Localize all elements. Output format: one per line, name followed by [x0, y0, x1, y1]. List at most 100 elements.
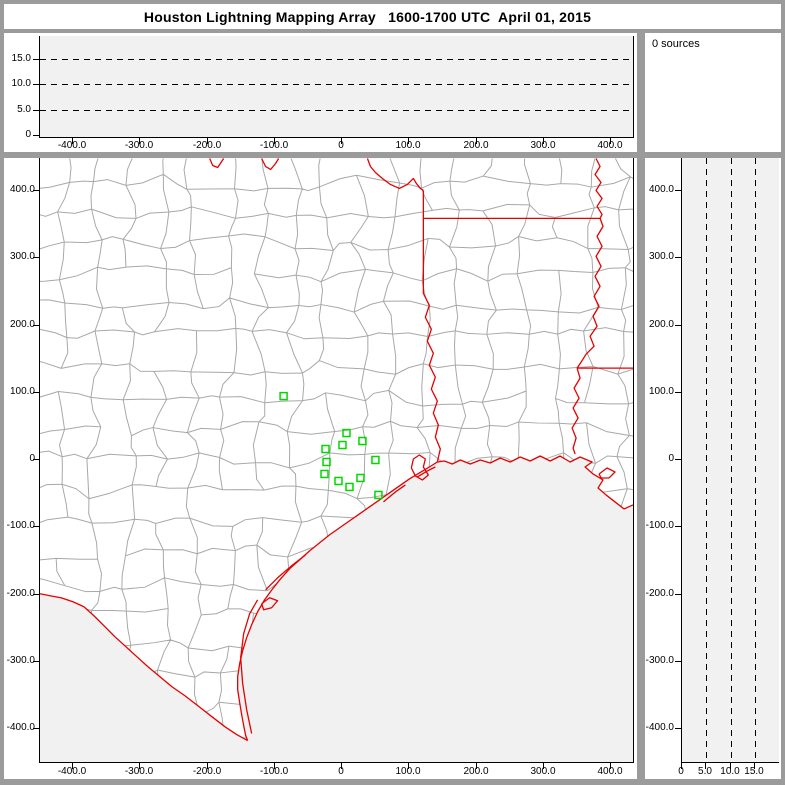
ew-tick — [341, 138, 342, 144]
alt-tick-label: 0 — [25, 129, 31, 140]
ns-tick — [33, 392, 39, 393]
ew-tick-label: -200.0 — [192, 140, 222, 151]
alt-tick-label: 10.0 — [11, 78, 31, 89]
ew-tick-label: 400.0 — [597, 766, 623, 777]
ns-tick — [33, 257, 39, 258]
ns-tick — [675, 526, 681, 527]
ew-tick — [543, 138, 544, 144]
ew-tick — [341, 763, 342, 769]
altitude-ns-panel: 400.0 300.0 200.0 100.0 0 -100.0 -200.0 … — [645, 158, 781, 779]
ew-tick-label: 200.0 — [463, 140, 489, 151]
ns-tick-label: 400.0 — [648, 184, 674, 195]
ns-tick-label: -300.0 — [6, 655, 35, 666]
page-title: Houston Lightning Mapping Array 1600-170… — [143, 8, 592, 25]
alt-tick — [33, 135, 39, 136]
ew-tick-label: 0 — [338, 140, 344, 151]
ns-tick-label: -200.0 — [6, 588, 35, 599]
alt-gridline-15km — [755, 158, 756, 762]
altitude-ew-panel: 15.0 10.0 5.0 0 -400.0 -300.0 -200.0 -10… — [4, 33, 637, 152]
lma-station-marker — [371, 455, 380, 465]
ns-tick — [675, 392, 681, 393]
ew-tick-label: 100.0 — [395, 140, 421, 151]
altitude-ns-plot[interactable] — [681, 158, 779, 763]
ew-tick — [408, 138, 409, 144]
ew-tick-label: -400.0 — [57, 140, 87, 151]
alt-tick — [33, 59, 39, 60]
ns-tick-label: -300.0 — [645, 655, 674, 666]
ew-tick — [72, 138, 73, 144]
lma-station-marker — [356, 473, 365, 483]
ew-tick — [207, 763, 208, 769]
ns-tick-label: -200.0 — [645, 588, 674, 599]
ns-tick — [33, 661, 39, 662]
alt-tick-label: 10.0 — [720, 766, 740, 777]
ew-tick — [408, 763, 409, 769]
alt-gridline-5km — [40, 110, 633, 111]
ns-tick-label: -100.0 — [6, 520, 35, 531]
ns-tick-label: 100.0 — [648, 386, 674, 397]
ns-tick-label: 200.0 — [648, 319, 674, 330]
alt-gridline-15km — [40, 59, 633, 60]
ns-tick — [675, 325, 681, 326]
ew-tick — [139, 763, 140, 769]
map-canvas — [40, 158, 633, 742]
map-plot[interactable] — [39, 158, 634, 763]
sources-panel: 0 sources — [645, 33, 781, 152]
title-bar: Houston Lightning Mapping Array 1600-170… — [4, 4, 781, 29]
ns-tick-label: 0 — [668, 453, 674, 464]
lma-station-marker — [338, 440, 347, 450]
ew-tick-label: 300.0 — [530, 766, 556, 777]
ew-tick-label: -200.0 — [192, 766, 222, 777]
ew-tick-label: 400.0 — [597, 140, 623, 151]
ns-tick — [33, 526, 39, 527]
ew-tick — [274, 138, 275, 144]
lma-station-marker — [358, 436, 367, 446]
ns-tick — [675, 594, 681, 595]
ns-tick — [33, 459, 39, 460]
ns-tick-label: 200.0 — [9, 319, 35, 330]
ew-tick — [610, 763, 611, 769]
ew-tick — [543, 763, 544, 769]
ns-tick — [675, 190, 681, 191]
alt-tick-label: 15.0 — [11, 53, 31, 64]
lma-station-marker — [320, 469, 329, 479]
alt-tick-label: 15.0 — [744, 766, 764, 777]
alt-gridline-10km — [40, 84, 633, 85]
ew-tick — [207, 138, 208, 144]
map-panel: 400.0 300.0 200.0 100.0 0 -100.0 -200.0 … — [4, 158, 637, 779]
alt-tick — [681, 763, 682, 769]
ns-tick-label: 300.0 — [9, 251, 35, 262]
ns-tick — [33, 728, 39, 729]
ns-tick — [675, 661, 681, 662]
ew-tick — [274, 763, 275, 769]
lma-station-marker — [321, 444, 330, 454]
ew-tick — [476, 763, 477, 769]
ew-tick — [139, 138, 140, 144]
ew-tick — [476, 138, 477, 144]
altitude-ew-plot[interactable] — [39, 36, 634, 138]
ns-tick — [675, 257, 681, 258]
lma-station-marker — [279, 391, 288, 401]
ew-tick-label: 0 — [338, 766, 344, 777]
lma-station-marker — [334, 476, 343, 486]
ew-tick-label: 100.0 — [395, 766, 421, 777]
ew-tick — [610, 138, 611, 144]
ew-tick-label: -400.0 — [57, 766, 87, 777]
alt-gridline-10km — [731, 158, 732, 762]
ew-tick-label: -100.0 — [259, 766, 289, 777]
ns-tick-label: -100.0 — [645, 520, 674, 531]
sources-count-label: 0 sources — [652, 38, 700, 50]
alt-tick-label: 0 — [678, 766, 684, 777]
ns-tick — [33, 594, 39, 595]
alt-gridline-5km — [706, 158, 707, 762]
alt-tick — [705, 763, 706, 769]
ew-tick — [72, 763, 73, 769]
lma-station-marker — [374, 490, 383, 500]
ns-tick-label: 400.0 — [9, 184, 35, 195]
ns-tick — [33, 190, 39, 191]
ns-tick-label: 100.0 — [9, 386, 35, 397]
ns-tick-label: -400.0 — [645, 722, 674, 733]
ns-tick-label: -400.0 — [6, 722, 35, 733]
ew-tick-label: -100.0 — [259, 140, 289, 151]
